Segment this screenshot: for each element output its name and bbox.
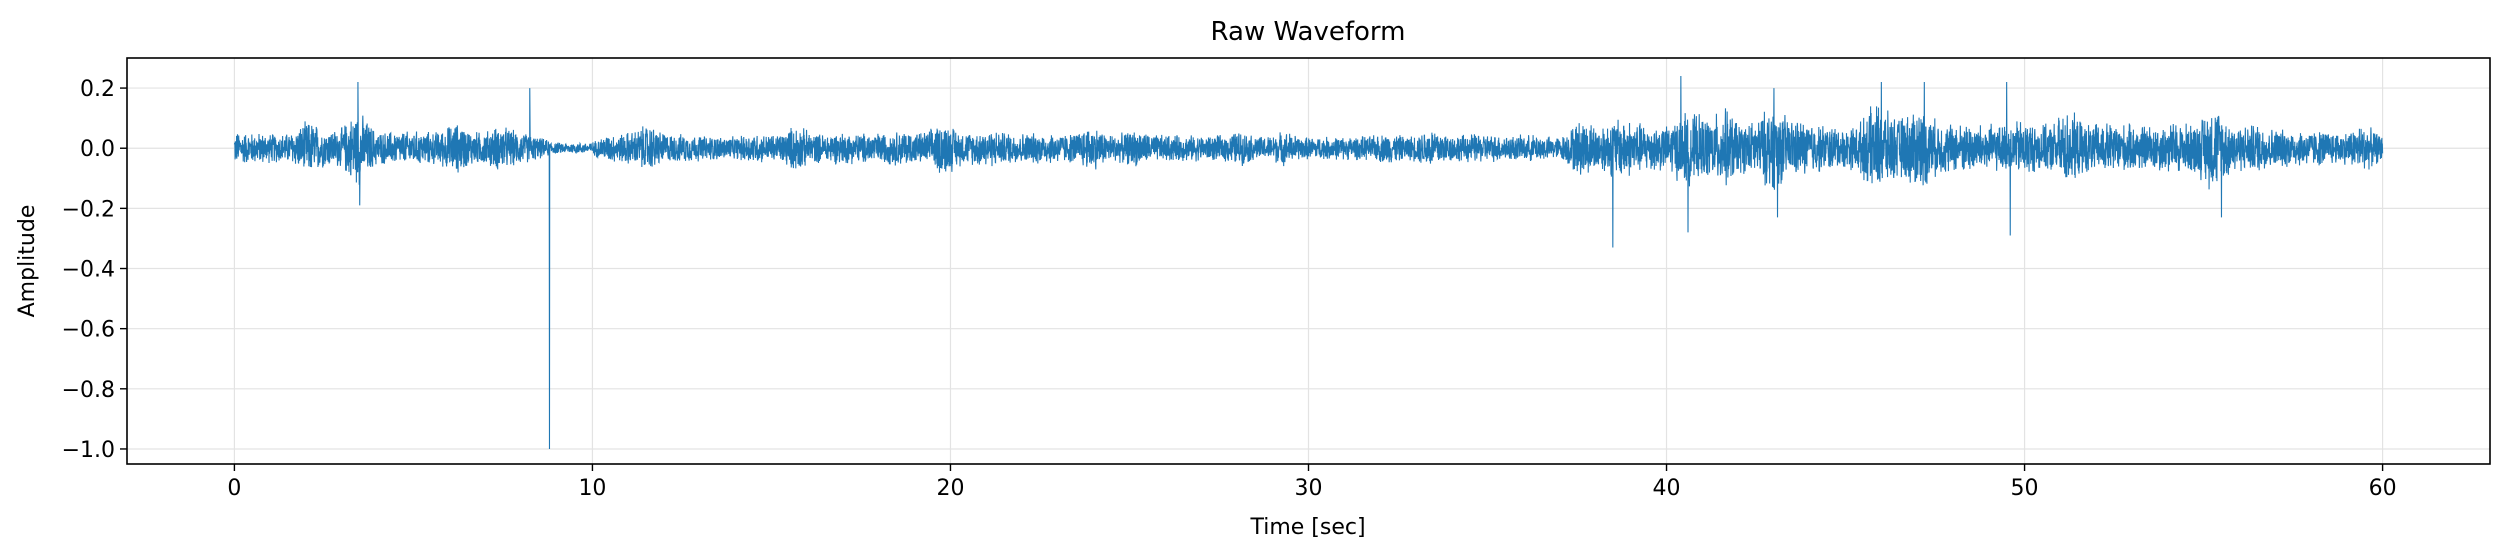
x-axis: 0 10 20 30 40 50 60 <box>227 464 2397 501</box>
y-tick-label: −0.8 <box>62 378 115 403</box>
y-tick-label: −0.2 <box>62 197 115 222</box>
x-tick-label: 60 <box>2369 476 2397 501</box>
x-tick-label: 40 <box>1653 476 1681 501</box>
waveform-series <box>233 76 2384 449</box>
y-tick-label: 0.2 <box>80 77 115 102</box>
x-tick-label: 20 <box>936 476 964 501</box>
y-tick-label: −1.0 <box>62 438 115 463</box>
x-tick-label: 10 <box>578 476 606 501</box>
x-tick-label: 50 <box>2011 476 2039 501</box>
grid-lines <box>127 58 2490 464</box>
y-tick-label: −0.6 <box>62 318 115 343</box>
y-axis: 0.2 0.0 −0.2 −0.4 −0.6 −0.8 −1.0 <box>62 77 127 463</box>
y-axis-label: Amplitude <box>15 205 40 318</box>
y-tick-label: 0.0 <box>80 137 115 162</box>
x-axis-label: Time [sec] <box>1249 515 1365 540</box>
y-tick-label: −0.4 <box>62 258 115 283</box>
x-tick-label: 30 <box>1295 476 1323 501</box>
chart-title: Raw Waveform <box>1211 17 1406 47</box>
x-tick-label: 0 <box>227 476 241 501</box>
